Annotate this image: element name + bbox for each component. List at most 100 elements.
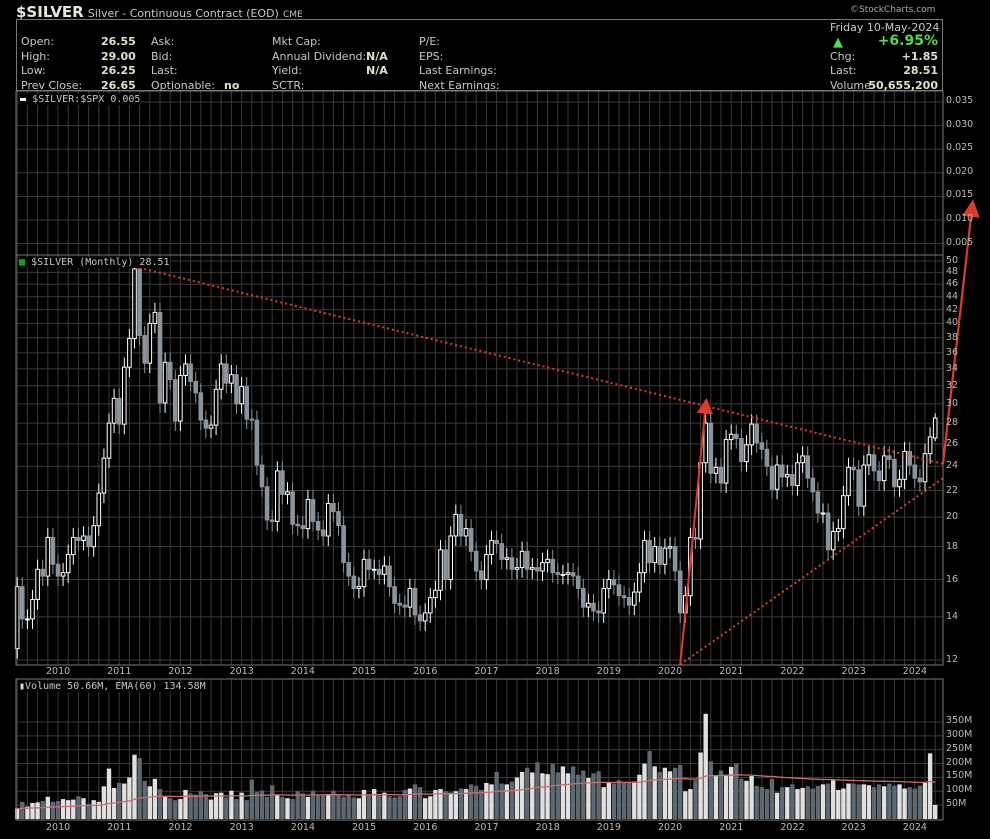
candle xyxy=(269,519,275,522)
volume-bar xyxy=(514,777,520,819)
candle xyxy=(540,562,545,572)
volume-bar xyxy=(423,798,428,819)
candle xyxy=(601,587,607,614)
candle xyxy=(213,388,219,426)
volume-bar xyxy=(219,792,224,819)
x-tick-label: 2013 xyxy=(229,666,254,677)
candle xyxy=(626,597,632,606)
volume-bar xyxy=(239,792,244,819)
volume-bar xyxy=(183,789,188,819)
price-candles xyxy=(14,259,938,659)
candle xyxy=(907,450,913,466)
candle xyxy=(81,535,86,541)
volume-bar xyxy=(280,796,285,819)
volume-bar xyxy=(927,753,933,819)
volume-bar xyxy=(769,778,775,819)
candle xyxy=(774,464,780,490)
candle xyxy=(91,525,97,548)
volume-bar xyxy=(627,782,632,819)
price-tick-label: 18 xyxy=(946,540,959,552)
x-tick-label: 2010 xyxy=(46,666,71,677)
candle xyxy=(841,495,846,530)
candle xyxy=(280,470,285,495)
volume-bar xyxy=(300,793,305,819)
ratio-tick-label: 0.025 xyxy=(946,142,974,154)
candle xyxy=(815,491,821,514)
volume-bar xyxy=(234,799,239,819)
candle xyxy=(341,525,346,564)
symbol: $SILVER xyxy=(16,3,84,21)
candle xyxy=(76,536,81,541)
candle xyxy=(723,439,729,484)
last-label: Last: xyxy=(830,64,857,77)
candle xyxy=(397,602,402,606)
volume-bar xyxy=(402,789,407,819)
volume-bar xyxy=(213,793,219,819)
candle xyxy=(326,503,331,537)
ratio-tick-label: 0.020 xyxy=(946,165,974,177)
exchange: CME xyxy=(282,10,303,20)
x-tick-label: 2017 xyxy=(474,822,499,833)
candle xyxy=(764,448,770,467)
candle xyxy=(693,536,698,540)
candle xyxy=(387,565,392,588)
candle xyxy=(361,558,367,588)
ratio-legend-text: $SILVER:$SPX 0.005 xyxy=(32,94,141,105)
x-tick-label: 2023 xyxy=(841,822,866,833)
volume-bar xyxy=(647,751,652,819)
volume-bar xyxy=(142,780,147,819)
candle xyxy=(336,511,341,527)
candle xyxy=(188,363,193,382)
candle xyxy=(795,462,800,486)
candle xyxy=(744,444,749,463)
annotation-arrow xyxy=(679,397,713,665)
pe-label: P/E: xyxy=(419,35,440,48)
x-tick-label: 2015 xyxy=(352,666,377,677)
candle xyxy=(101,457,107,494)
candle xyxy=(846,466,851,497)
volume-bar xyxy=(678,764,683,819)
candle xyxy=(20,586,25,620)
price-tick-label: 24 xyxy=(946,460,959,472)
candle xyxy=(632,591,637,606)
x-tick-label: 2020 xyxy=(658,666,683,677)
volume-panel-frame xyxy=(15,678,944,821)
high-label: High: xyxy=(21,50,50,63)
volume-bar xyxy=(846,783,851,819)
volume-bar xyxy=(433,789,438,819)
volume-bar xyxy=(861,784,866,819)
volume-bar xyxy=(60,799,66,819)
x-tick-label: 2022 xyxy=(780,822,805,833)
candle xyxy=(759,442,765,450)
x-tick-label: 2021 xyxy=(719,666,744,677)
volume-bar xyxy=(264,796,270,819)
candle xyxy=(790,473,795,486)
volume-bar xyxy=(525,767,530,819)
candle xyxy=(167,361,173,381)
volume-bar xyxy=(790,784,795,819)
candle xyxy=(851,466,856,471)
volume-bar xyxy=(331,790,336,819)
x-tick-label: 2018 xyxy=(535,666,560,677)
x-tick-label: 2014 xyxy=(290,822,315,833)
volume-bar xyxy=(208,799,214,819)
x-tick-label: 2018 xyxy=(535,822,560,833)
x-tick-label: 2011 xyxy=(107,822,132,833)
candle xyxy=(458,513,464,537)
volume-bar xyxy=(805,786,810,819)
candle xyxy=(535,567,540,572)
volume-bar xyxy=(744,780,749,819)
candle xyxy=(264,486,270,521)
candle xyxy=(871,454,877,472)
volume-bar xyxy=(91,800,96,819)
copyright[interactable]: ©StockCharts.com xyxy=(850,5,936,15)
candle xyxy=(157,311,163,404)
candle xyxy=(519,550,525,569)
volume-bar xyxy=(458,788,464,819)
candle xyxy=(509,557,515,570)
volume-bar xyxy=(55,800,61,819)
candle xyxy=(193,380,198,394)
volume-bar xyxy=(519,771,525,819)
price-tick-label: 14 xyxy=(946,610,959,622)
